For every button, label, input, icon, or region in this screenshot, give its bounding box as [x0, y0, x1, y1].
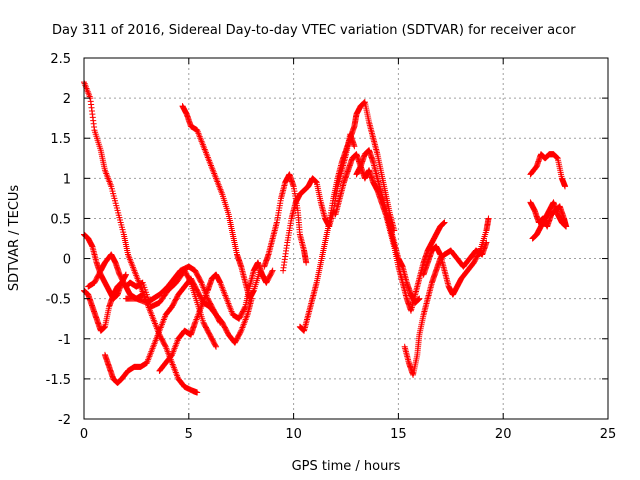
series-sat-h: [156, 259, 276, 374]
data-point-marker: [269, 267, 276, 274]
x-tick-label: 25: [600, 427, 617, 442]
series-sat-a: [81, 79, 201, 396]
data-point-marker: [416, 295, 423, 302]
x-tick-label: 10: [285, 427, 302, 442]
data-point-marker: [237, 328, 244, 335]
y-tick-label: -0.5: [46, 293, 71, 308]
data-point-marker: [241, 304, 248, 311]
y-tick-label: 0: [63, 253, 71, 268]
grid: [84, 58, 608, 419]
y-tick-label: -2: [58, 413, 71, 428]
data-point-marker: [269, 268, 276, 275]
x-axis-label: GPS time / hours: [292, 459, 401, 474]
x-tick-label: 15: [390, 427, 407, 442]
y-tick-label: -1.5: [46, 373, 71, 388]
axis-ticks: 0 5 10 15 20 25 -2 -1.5 -1 -0.5 0 0.5 1 1.5 2 2.5: [46, 52, 617, 442]
data-point-marker: [563, 223, 570, 230]
plot-frame: [83, 57, 609, 420]
data-point-marker: [162, 342, 169, 349]
data-point-marker: [213, 343, 220, 350]
data-point-marker: [562, 183, 569, 190]
chart-title: Day 311 of 2016, Sidereal Day-to-day VTE…: [52, 23, 576, 38]
y-tick-label: 1.5: [50, 132, 71, 147]
series-sat-p: [527, 151, 569, 190]
series-sat-r: [529, 199, 570, 242]
x-tick-label: 0: [80, 427, 88, 442]
data-point-marker: [197, 278, 204, 285]
series-sat-o: [420, 215, 492, 298]
y-axis-label: SDTVAR / TECUs: [7, 185, 22, 292]
y-tick-label: -1: [58, 333, 71, 348]
data-point-marker: [217, 319, 224, 326]
series-sat-m: [353, 163, 448, 314]
series-sat-i: [261, 171, 310, 270]
data-point-marker: [212, 342, 219, 349]
data-point-marker: [216, 318, 223, 325]
y-tick-label: 2.5: [50, 52, 71, 67]
x-tick-label: 5: [185, 427, 193, 442]
data-point-marker: [485, 215, 492, 222]
series-sat-g: [122, 263, 224, 326]
data-point-marker: [194, 389, 201, 396]
y-tick-label: 2: [63, 92, 71, 107]
data-point-marker: [303, 259, 310, 266]
data-points: [81, 79, 570, 396]
y-tick-label: 1: [63, 172, 71, 187]
data-point-marker: [476, 248, 483, 255]
data-point-marker: [122, 271, 129, 278]
series-sat-f: [101, 275, 255, 386]
x-tick-label: 20: [495, 427, 512, 442]
y-tick-label: 0.5: [50, 212, 71, 227]
data-point-marker: [351, 143, 358, 150]
data-point-marker: [441, 219, 448, 226]
